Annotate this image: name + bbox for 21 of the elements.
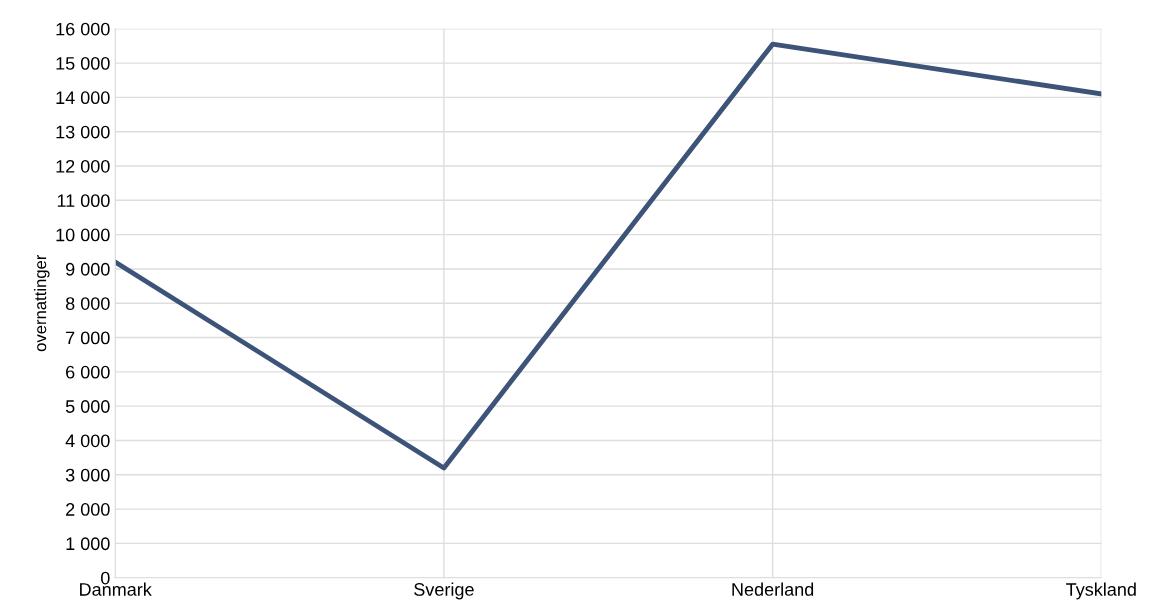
y-axis-title: overnattinger <box>34 254 50 352</box>
y-tick-label: 5 000 <box>65 400 110 413</box>
y-tick-label: 14 000 <box>56 91 110 105</box>
y-tick-label: 11 000 <box>57 194 110 208</box>
x-tick-label: Tyskland <box>1066 582 1136 600</box>
y-tick-label: 7 000 <box>66 331 110 345</box>
y-tick-label: 6 000 <box>66 365 110 379</box>
line-series <box>115 41 1102 471</box>
x-tick-label: Sverige <box>414 582 474 600</box>
y-tick-label: 8 000 <box>65 297 110 310</box>
y-tick-label: 1 000 <box>66 537 110 551</box>
y-tick-label: 2 000 <box>66 503 110 516</box>
y-tick-label: 15 000 <box>56 57 110 70</box>
y-tick-label: 12 000 <box>56 159 110 173</box>
x-tick-label: Nederland <box>732 582 814 596</box>
y-tick-label: 10 000 <box>56 228 110 242</box>
y-tick-label: 16 000 <box>56 22 110 36</box>
y-tick-label: 9 000 <box>66 262 110 276</box>
y-tick-label: 3 000 <box>65 468 110 482</box>
y-tick-label: 4 000 <box>65 434 110 448</box>
y-tick-label: 13 000 <box>56 125 110 139</box>
